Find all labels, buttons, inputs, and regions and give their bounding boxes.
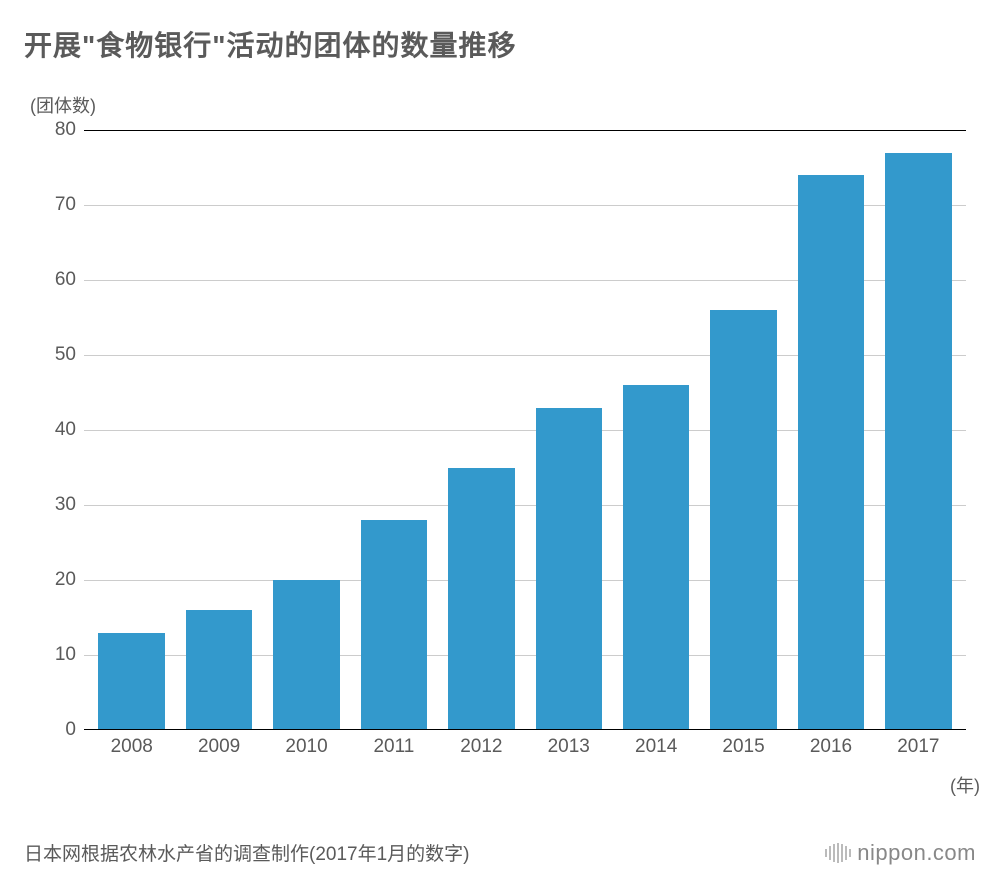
plot-area bbox=[84, 130, 966, 730]
y-tick: 60 bbox=[55, 269, 76, 291]
bar bbox=[710, 310, 776, 730]
x-tick: 2009 bbox=[175, 736, 262, 758]
y-tick: 70 bbox=[55, 194, 76, 216]
logo-text: nippon.com bbox=[857, 840, 976, 866]
bar bbox=[623, 385, 689, 730]
bar bbox=[798, 175, 864, 730]
y-tick: 50 bbox=[55, 344, 76, 366]
logo-icon bbox=[825, 843, 851, 863]
bar-wrap bbox=[438, 130, 525, 730]
y-tick: 80 bbox=[55, 119, 76, 141]
bar bbox=[98, 633, 164, 731]
y-tick: 30 bbox=[55, 494, 76, 516]
bar bbox=[448, 468, 514, 731]
nippon-logo: nippon.com bbox=[825, 840, 976, 866]
chart-title: 开展"食物银行"活动的团体的数量推移 bbox=[24, 24, 976, 64]
y-axis: 01020304050607080 bbox=[34, 130, 84, 730]
bar-wrap bbox=[875, 130, 962, 730]
bar-wrap bbox=[525, 130, 612, 730]
bars-container bbox=[84, 130, 966, 730]
y-tick: 40 bbox=[55, 419, 76, 441]
footer: 日本网根据农林水产省的调查制作(2017年1月的数字) nippon.com bbox=[0, 839, 1000, 866]
x-tick: 2012 bbox=[438, 736, 525, 758]
bar bbox=[885, 153, 951, 731]
x-tick: 2013 bbox=[525, 736, 612, 758]
y-tick: 0 bbox=[65, 719, 76, 741]
y-tick: 10 bbox=[55, 644, 76, 666]
bar-wrap bbox=[175, 130, 262, 730]
bar-wrap bbox=[787, 130, 874, 730]
y-axis-label: (团体数) bbox=[30, 92, 976, 118]
baseline bbox=[84, 729, 966, 730]
bar bbox=[186, 610, 252, 730]
x-axis-label: (年) bbox=[950, 772, 980, 798]
x-tick: 2010 bbox=[263, 736, 350, 758]
x-axis: 2008200920102011201220132014201520162017 bbox=[84, 736, 966, 758]
x-tick: 2014 bbox=[612, 736, 699, 758]
x-tick: 2015 bbox=[700, 736, 787, 758]
bar bbox=[536, 408, 602, 731]
bar-wrap bbox=[263, 130, 350, 730]
bar-wrap bbox=[700, 130, 787, 730]
x-tick: 2011 bbox=[350, 736, 437, 758]
bar-wrap bbox=[350, 130, 437, 730]
x-tick: 2008 bbox=[88, 736, 175, 758]
bar bbox=[361, 520, 427, 730]
chart-area: 01020304050607080 2008200920102011201220… bbox=[34, 130, 966, 750]
bar bbox=[273, 580, 339, 730]
source-text: 日本网根据农林水产省的调查制作(2017年1月的数字) bbox=[24, 839, 470, 866]
y-tick: 20 bbox=[55, 569, 76, 591]
x-tick: 2016 bbox=[787, 736, 874, 758]
bar-wrap bbox=[88, 130, 175, 730]
bar-wrap bbox=[612, 130, 699, 730]
x-tick: 2017 bbox=[875, 736, 962, 758]
